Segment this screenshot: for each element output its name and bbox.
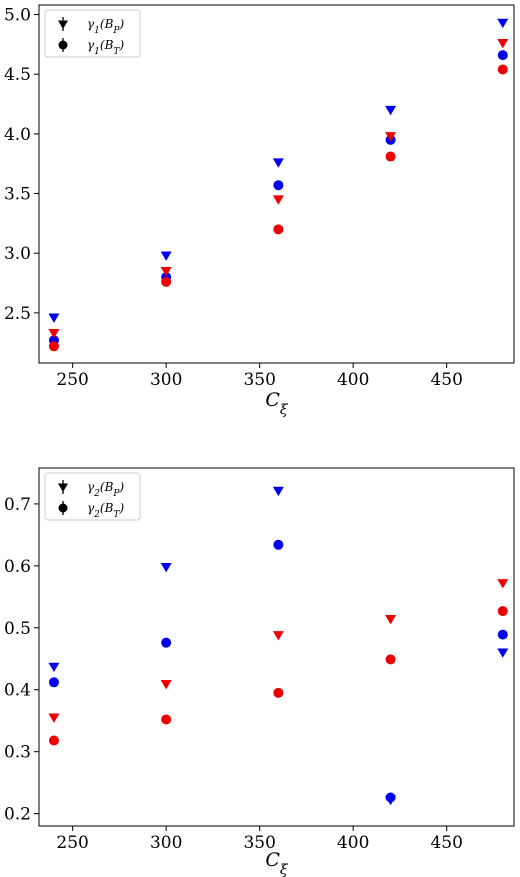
x-tick-label: 450 xyxy=(430,833,462,853)
data-point-circle xyxy=(273,180,284,191)
data-point-circle xyxy=(48,677,59,688)
data-point-triangle xyxy=(48,662,60,673)
y-tick-label: 0.4 xyxy=(4,681,31,701)
data-point-triangle xyxy=(385,132,397,142)
y-tick-label: 0.2 xyxy=(4,805,31,825)
data-point-triangle xyxy=(160,680,172,690)
data-point-circle xyxy=(385,654,396,665)
x-tick-label: 300 xyxy=(150,370,182,390)
data-point-circle xyxy=(48,735,59,746)
plot-frame xyxy=(38,4,515,364)
data-point-triangle xyxy=(497,579,509,589)
y-tick-label: 0.3 xyxy=(4,743,31,763)
data-point-circle xyxy=(273,687,284,698)
legend-marker-triangle xyxy=(58,20,68,29)
legend-marker-circle xyxy=(58,40,68,50)
data-point-circle xyxy=(273,224,284,235)
legend-label: γ1(BT) xyxy=(87,38,124,57)
data-point-triangle xyxy=(160,251,172,261)
y-tick-label: 2.5 xyxy=(4,304,31,324)
x-tick-label: 250 xyxy=(56,833,88,853)
legend-marker-triangle xyxy=(58,483,68,492)
x-axis-label: Cξ xyxy=(265,389,289,418)
chart-panel-1: 250 300 350 400 450 2.5 3.0 3.5 4.0 4.5 5.0 Cξ γ1(BP… xyxy=(4,4,515,418)
y-tick-label: 4.5 xyxy=(4,65,31,85)
data-point-circle xyxy=(161,276,172,287)
data-point-triangle xyxy=(272,486,284,497)
data-point-triangle xyxy=(385,615,397,625)
data-point-triangle xyxy=(48,313,60,323)
plot-frame xyxy=(38,467,515,827)
data-point-triangle xyxy=(497,18,509,29)
y-tick-label: 0.7 xyxy=(4,495,31,515)
x-tick-label: 350 xyxy=(243,370,275,390)
x-tick-label: 350 xyxy=(243,833,275,853)
legend-label: γ2(BT) xyxy=(87,501,124,520)
data-point-triangle xyxy=(160,562,172,573)
data-point-triangle xyxy=(48,713,60,723)
data-point-circle xyxy=(161,714,172,725)
data-point-triangle xyxy=(272,195,284,205)
legend-box xyxy=(44,472,141,521)
x-tick-label: 250 xyxy=(56,370,88,390)
y-tick-label: 0.5 xyxy=(4,619,31,639)
data-point-triangle xyxy=(272,158,284,168)
x-tick-label: 400 xyxy=(337,833,369,853)
data-point-circle xyxy=(385,151,396,162)
x-tick-label: 400 xyxy=(337,370,369,390)
data-point-triangle xyxy=(497,648,509,658)
data-point-circle xyxy=(385,792,396,803)
legend-marker-circle xyxy=(58,503,68,513)
x-axis-label: Cξ xyxy=(265,849,289,877)
data-point-circle xyxy=(497,606,508,617)
y-tick-label: 0.6 xyxy=(4,557,31,577)
data-point-triangle xyxy=(497,39,509,49)
data-point-circle xyxy=(497,64,508,75)
data-point-circle xyxy=(48,341,59,352)
legend-box xyxy=(44,9,141,58)
data-point-triangle xyxy=(48,329,60,339)
data-point-circle xyxy=(497,50,508,61)
chart-panel-2: 250 300 350 400 450 0.2 0.3 0.4 0.5 0.6 0.7 Cξ γ2(BP… xyxy=(4,467,515,877)
x-tick-label: 300 xyxy=(150,833,182,853)
legend-label: γ1(BP) xyxy=(87,17,124,36)
data-point-triangle xyxy=(385,105,397,116)
y-tick-label: 4.0 xyxy=(4,125,31,145)
data-point-circle xyxy=(497,629,508,640)
y-tick-label: 5.0 xyxy=(4,6,31,26)
data-point-circle xyxy=(161,637,172,648)
y-tick-label: 3.0 xyxy=(4,244,31,264)
data-point-circle xyxy=(273,539,284,550)
x-tick-label: 450 xyxy=(430,370,462,390)
data-point-triangle xyxy=(160,266,172,277)
y-tick-label: 3.5 xyxy=(4,185,31,205)
data-point-triangle xyxy=(272,631,284,641)
legend-label: γ2(BP) xyxy=(87,480,124,499)
